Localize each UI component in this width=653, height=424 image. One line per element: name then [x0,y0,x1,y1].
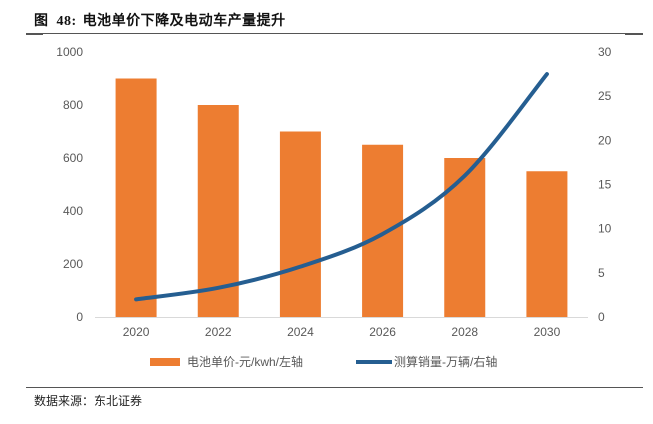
title-underline-right-accent [625,33,643,35]
x-tick-label: 2030 [534,325,561,339]
x-tick-label: 2022 [205,325,232,339]
left-tick-label: 800 [63,98,83,112]
bar-series [115,78,568,317]
left-tick-label: 0 [76,310,83,324]
bar-2028 [444,158,486,317]
right-axis: 0 5 10 15 20 25 30 [598,45,612,324]
right-tick-label: 10 [598,222,612,236]
source-divider [26,387,643,388]
right-tick-label: 0 [598,310,605,324]
right-tick-label: 25 [598,89,612,103]
x-tick-label: 2024 [287,325,314,339]
legend-label-battery-price: 电池单价-元/kwh/左轴 [187,354,303,369]
right-tick-label: 20 [598,133,612,147]
x-tick-label: 2028 [451,325,478,339]
left-tick-label: 1000 [56,45,83,59]
bar-2030 [526,171,568,317]
legend-label-sales: 测算销量-万辆/右轴 [394,354,497,369]
figure-label: 图 [34,13,49,29]
bar-2024 [279,131,321,317]
title-underline-left-accent [26,33,43,35]
source-note: 数据来源：东北证券 [34,394,143,408]
right-tick-label: 5 [598,266,605,280]
bar-2022 [197,105,239,317]
right-tick-label: 30 [598,45,612,59]
left-tick-label: 600 [63,151,83,165]
legend: 电池单价-元/kwh/左轴 测算销量-万辆/右轴 [150,354,497,369]
legend-swatch-battery-price [150,358,180,366]
figure-title-text: 电池单价下降及电动车产量提升 [82,13,286,29]
x-axis: 2020 2022 2024 2026 2028 2030 [123,325,561,339]
figure-title: 图 48: 电池单价下降及电动车产量提升 [34,10,286,30]
title-underline [26,33,643,34]
right-tick-label: 15 [598,178,612,192]
line-series-sales [134,72,549,302]
bar-2026 [362,144,404,317]
left-tick-label: 200 [63,257,83,271]
figure-number: 48: [56,14,77,29]
x-tick-label: 2020 [123,325,150,339]
x-tick-label: 2026 [369,325,396,339]
bar-2020 [115,78,157,317]
left-tick-label: 400 [63,204,83,218]
left-axis: 0 200 400 600 800 1000 [56,45,83,324]
